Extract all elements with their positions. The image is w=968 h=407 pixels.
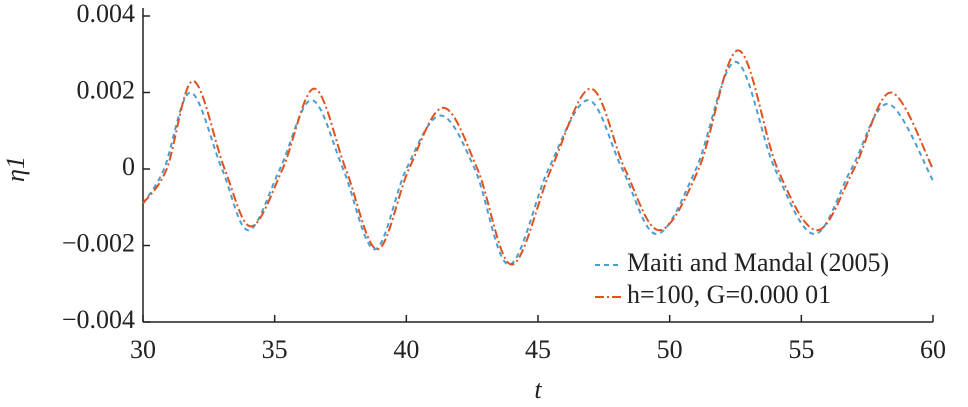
x-tick-label: 60: [920, 335, 946, 364]
y-tick-label: 0.002: [77, 75, 136, 104]
x-tick-label: 45: [525, 335, 551, 364]
x-tick-label: 40: [393, 335, 419, 364]
x-tick-label: 30: [130, 335, 156, 364]
series-line: [142, 49, 934, 266]
y-tick-label: 0: [122, 152, 135, 181]
legend-label: Maiti and Mandal (2005): [627, 248, 889, 277]
y-axis-label: η1: [1, 156, 30, 182]
y-tick-label: −0.004: [62, 305, 135, 334]
series-line: [142, 60, 934, 266]
legend-label: h=100, G=0.000 01: [627, 280, 831, 309]
x-tick-label: 50: [657, 335, 683, 364]
y-tick-label: 0.004: [77, 0, 136, 28]
x-tick-label: 35: [262, 335, 288, 364]
x-tick-label: 55: [788, 335, 814, 364]
x-axis-label: t: [534, 375, 542, 404]
y-tick-label: −0.002: [62, 228, 135, 257]
